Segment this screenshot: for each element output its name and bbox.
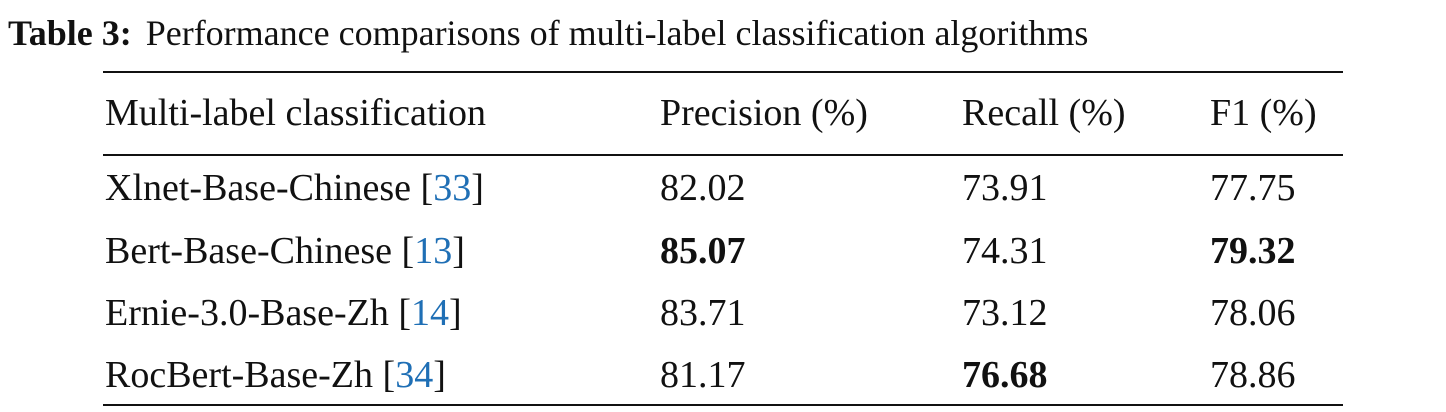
header-cell: Precision (%): [660, 92, 868, 134]
table-caption: Table 3: Performance comparisons of multi…: [8, 12, 1088, 54]
model-name: Xlnet-Base-Chinese: [105, 167, 412, 209]
ref-bracket: [: [382, 354, 396, 396]
model-cell: Xlnet-Base-Chinese [33]: [105, 169, 484, 207]
model-cell: RocBert-Base-Zh [34]: [105, 356, 446, 394]
caption-label: Table 3:: [8, 13, 132, 53]
model-name: Bert-Base-Chinese: [105, 230, 393, 272]
header-cell: Multi-label classification: [105, 92, 486, 134]
value-cell: 83.71: [660, 292, 746, 334]
model-name: RocBert-Base-Zh: [105, 354, 374, 396]
ref-bracket: [: [401, 230, 415, 272]
value-cell: 77.75: [1210, 167, 1296, 209]
ref-bracket: ]: [449, 292, 462, 334]
value-cell: 73.12: [962, 292, 1048, 334]
citation: 14: [411, 292, 449, 334]
value-cell: 73.91: [962, 167, 1048, 209]
value-cell: 85.07: [660, 230, 746, 272]
value-cell: 82.02: [660, 167, 746, 209]
header-cell: Recall (%): [962, 92, 1126, 134]
ref-bracket: [: [398, 292, 411, 334]
value-cell: 79.32: [1210, 230, 1296, 272]
model-cell: Ernie-3.0-Base-Zh [14]: [105, 294, 462, 332]
bottom-rule: [103, 404, 1343, 406]
ref-bracket: ]: [471, 167, 484, 209]
value-cell: 76.68: [962, 354, 1048, 396]
citation: 33: [433, 167, 472, 209]
citation: 13: [414, 230, 453, 272]
citation: 34: [395, 354, 434, 396]
value-cell: 78.06: [1210, 292, 1296, 334]
model-cell: Bert-Base-Chinese [13]: [105, 232, 465, 270]
mid-rule: [103, 154, 1343, 156]
model-name: Ernie-3.0-Base-Zh: [105, 292, 389, 334]
ref-bracket: ]: [433, 354, 446, 396]
value-cell: 74.31: [962, 230, 1048, 272]
value-cell: 78.86: [1210, 354, 1296, 396]
ref-bracket: ]: [452, 230, 465, 272]
header-cell: F1 (%): [1210, 92, 1317, 134]
top-rule: [103, 71, 1343, 73]
value-cell: 81.17: [660, 354, 746, 396]
caption-text: Performance comparisons of multi-label c…: [145, 13, 1089, 53]
ref-bracket: [: [420, 167, 434, 209]
